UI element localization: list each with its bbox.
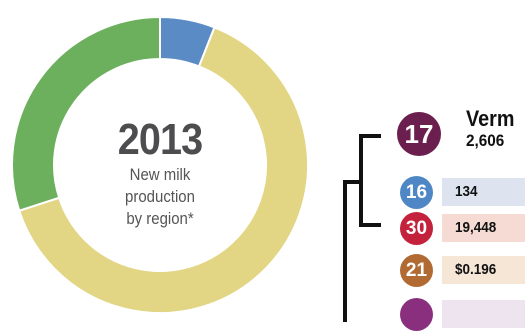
vermont-value: 2,606 bbox=[466, 131, 505, 150]
chart-subtitle: New milk production by region* bbox=[94, 164, 226, 230]
row-value: 19,448 bbox=[455, 219, 497, 236]
connector-vertical bbox=[343, 180, 347, 322]
row-value: 134 bbox=[455, 183, 478, 200]
row-band bbox=[442, 300, 525, 328]
row-badge: 21 bbox=[400, 254, 433, 287]
connector-horizontal bbox=[343, 180, 361, 184]
row-value: $0.196 bbox=[455, 261, 497, 278]
row-badge-number: 30 bbox=[405, 218, 428, 239]
row-badge-number: 21 bbox=[405, 260, 428, 281]
bracket-top-horizontal bbox=[359, 134, 381, 138]
row-band bbox=[442, 178, 525, 206]
bracket-vertical bbox=[359, 134, 363, 226]
donut-chart bbox=[11, 15, 309, 314]
vermont-name: Verm bbox=[466, 106, 515, 131]
row-band bbox=[442, 256, 525, 284]
row-badge-number: 16 bbox=[405, 182, 428, 203]
chart-title: 2013 bbox=[117, 115, 203, 164]
vermont-badge-number: 17 bbox=[404, 119, 434, 149]
row-band bbox=[442, 214, 525, 242]
bracket-bottom-horizontal bbox=[359, 223, 381, 227]
subtitle-line-2: production bbox=[125, 187, 195, 206]
vermont-badge: 17 bbox=[397, 112, 441, 156]
subtitle-line-1: New milk bbox=[129, 165, 191, 184]
subtitle-line-3: by region* bbox=[126, 209, 194, 228]
donut-slice-3 bbox=[11, 15, 161, 212]
row-badge bbox=[400, 298, 433, 331]
row-badge: 16 bbox=[400, 176, 433, 209]
row-badge: 30 bbox=[400, 212, 433, 245]
donut-slice-2 bbox=[17, 26, 309, 314]
